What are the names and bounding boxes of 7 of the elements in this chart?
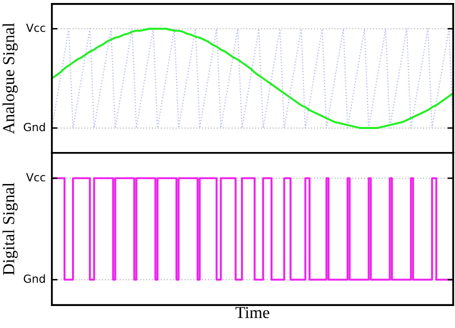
y-axis-title: Analogue Signal: [2, 22, 18, 134]
ref-line-label: Gnd: [24, 274, 45, 283]
ref-line-label: Vcc: [26, 24, 46, 32]
y-axis-title: Digital Signal: [2, 182, 18, 275]
ref-line-label: Vcc: [26, 173, 46, 182]
ref-line-label: Gnd: [24, 122, 45, 132]
x-axis-title: Time: [236, 306, 270, 318]
